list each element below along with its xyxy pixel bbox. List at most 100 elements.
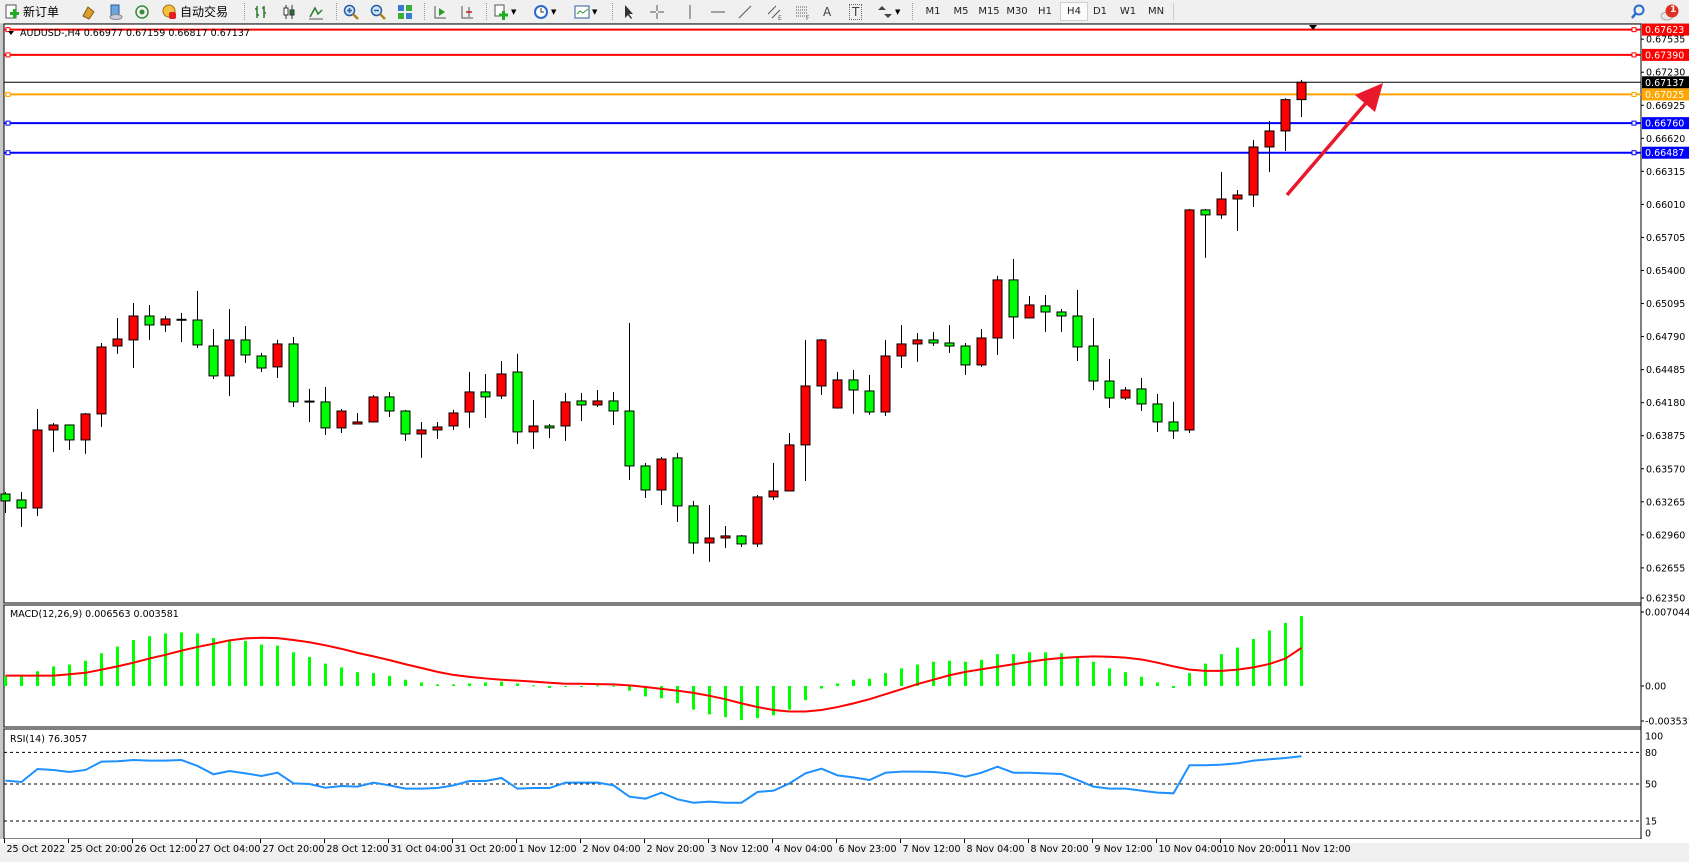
candle-body [976,337,987,366]
data-window-button[interactable] [107,2,123,21]
price-axis-label: 0.65095 [1646,299,1685,310]
macd-pane[interactable]: 0.007044 0.00 -0.003531 [3,604,1689,728]
horizontal-line-0.67137[interactable]: 0.67137 [4,76,1689,89]
macd-histogram-bar [708,686,711,715]
line-handle-icon[interactable] [5,52,11,58]
line-handle-icon[interactable] [1631,27,1637,33]
line-handle-icon[interactable] [1631,52,1637,58]
templates-button[interactable]: ▼ [574,2,597,21]
equidistant-channel-tool[interactable]: E [767,2,783,22]
horizontal-line-0.66487[interactable]: 0.66487 [4,146,1689,160]
vertical-line-tool[interactable] [682,2,698,21]
text-label-tool[interactable]: T [849,4,863,20]
line-handle-icon[interactable] [5,150,11,156]
timeframe-h1[interactable]: H1 [1038,6,1052,17]
line-handle-icon[interactable] [1631,120,1637,126]
candle [912,333,923,362]
horizontal-line-0.67623[interactable]: 0.67623 [4,23,1689,37]
status-strip [0,842,1689,862]
candle-body [336,410,347,429]
zoom-in-button[interactable] [343,2,359,21]
timeframe-d1[interactable]: D1 [1092,6,1108,17]
candlestick-chart-button[interactable] [281,2,297,21]
symbol-menu-triangle-icon[interactable] [8,31,14,35]
candle [992,275,1003,355]
candle [896,324,907,368]
line-handle-icon[interactable] [5,91,11,97]
macd-histogram-bar [660,686,663,699]
auto-scroll-button[interactable] [432,2,448,21]
bar-chart-button[interactable] [253,2,269,21]
candle-body [256,355,267,369]
candle-body [144,315,155,326]
annotation-arrow[interactable] [1285,83,1383,197]
rsi-pane[interactable]: 100 80 50 15 0 [3,728,1663,840]
notifications-button[interactable]: 1 [1660,2,1680,21]
candle-body [784,444,795,492]
candle-body [1184,209,1195,431]
time-axis-label: 7 Nov 12:00 [903,844,961,855]
price-pane[interactable]: 0.67535 0.67230 0.66925 0.66620 0.66315 0.660… [0,23,1689,839]
market-watch-button[interactable] [80,2,96,21]
tile-windows-button[interactable] [397,2,413,21]
candle-body [272,343,283,368]
candle [768,462,779,500]
search-button[interactable] [1630,2,1646,21]
timeframe-h4[interactable]: H4 [1060,2,1088,21]
candle [976,328,987,367]
horizontal-line-0.66760[interactable]: 0.66760 [4,117,1689,130]
price-axis-label: 0.66620 [1646,134,1685,145]
price-axis-label: 0.66925 [1646,101,1685,112]
line-chart-button[interactable] [308,2,324,21]
signals-button[interactable] [134,2,150,21]
macd-histogram-bar [772,686,775,716]
candle [368,394,379,423]
horizontal-line-0.67390[interactable]: 0.67390 [4,48,1689,62]
timeframe-m5[interactable]: M5 [953,6,969,17]
macd-histogram-bar [1124,672,1127,686]
chart-shift-marker-icon[interactable] [1309,25,1317,30]
rsi-axis-label: 80 [1645,748,1657,759]
candle [384,391,395,417]
candle [1216,172,1227,219]
candle [736,534,747,547]
horizontal-line-tool[interactable] [710,2,726,21]
tile-windows-icon [397,4,413,20]
candle-body [1088,345,1099,382]
line-handle-icon[interactable] [5,120,11,126]
line-handle-icon[interactable] [5,27,11,33]
macd-histogram-bar [1252,639,1255,686]
candle [160,315,171,332]
macd-histogram-bar [436,684,439,686]
timeframe-w1[interactable]: W1 [1119,6,1137,17]
line-handle-icon[interactable] [1631,150,1637,156]
candle-body [1136,388,1147,405]
timeframe-mn[interactable]: MN [1147,6,1165,17]
macd-histogram-bar [164,633,167,686]
arrows-tool[interactable]: ▼ [877,2,900,21]
periodicity-button[interactable]: ▼ [533,2,556,21]
candle-body [1056,311,1067,317]
macd-histogram-bar [1140,676,1143,686]
candle-body [1024,304,1035,319]
timeframe-m1[interactable]: M1 [925,6,941,17]
fibonacci-tool[interactable]: F [795,2,811,22]
time-axis-label: 27 Oct 20:00 [263,844,325,855]
auto-trading-button[interactable]: 自动交易 [161,2,228,21]
crosshair-tool[interactable] [649,2,665,21]
new-order-button[interactable]: 新订单 [4,2,59,21]
text-tool[interactable]: A [823,4,832,19]
macd-histogram-bar [1236,647,1239,686]
cursor-tool[interactable] [621,2,637,21]
line-handle-icon[interactable] [1631,91,1637,97]
timeframe-m30[interactable]: M30 [1006,6,1028,17]
chart-shift-icon [459,4,475,20]
candle-body [480,391,491,398]
timeframe-m15[interactable]: M15 [978,6,1000,17]
trendline-tool[interactable] [737,2,753,21]
indicators-button[interactable]: ▼ [493,2,516,21]
zoom-out-button[interactable] [370,2,386,21]
chart-shift-button[interactable] [459,2,475,21]
toolbar-separator [486,3,488,20]
